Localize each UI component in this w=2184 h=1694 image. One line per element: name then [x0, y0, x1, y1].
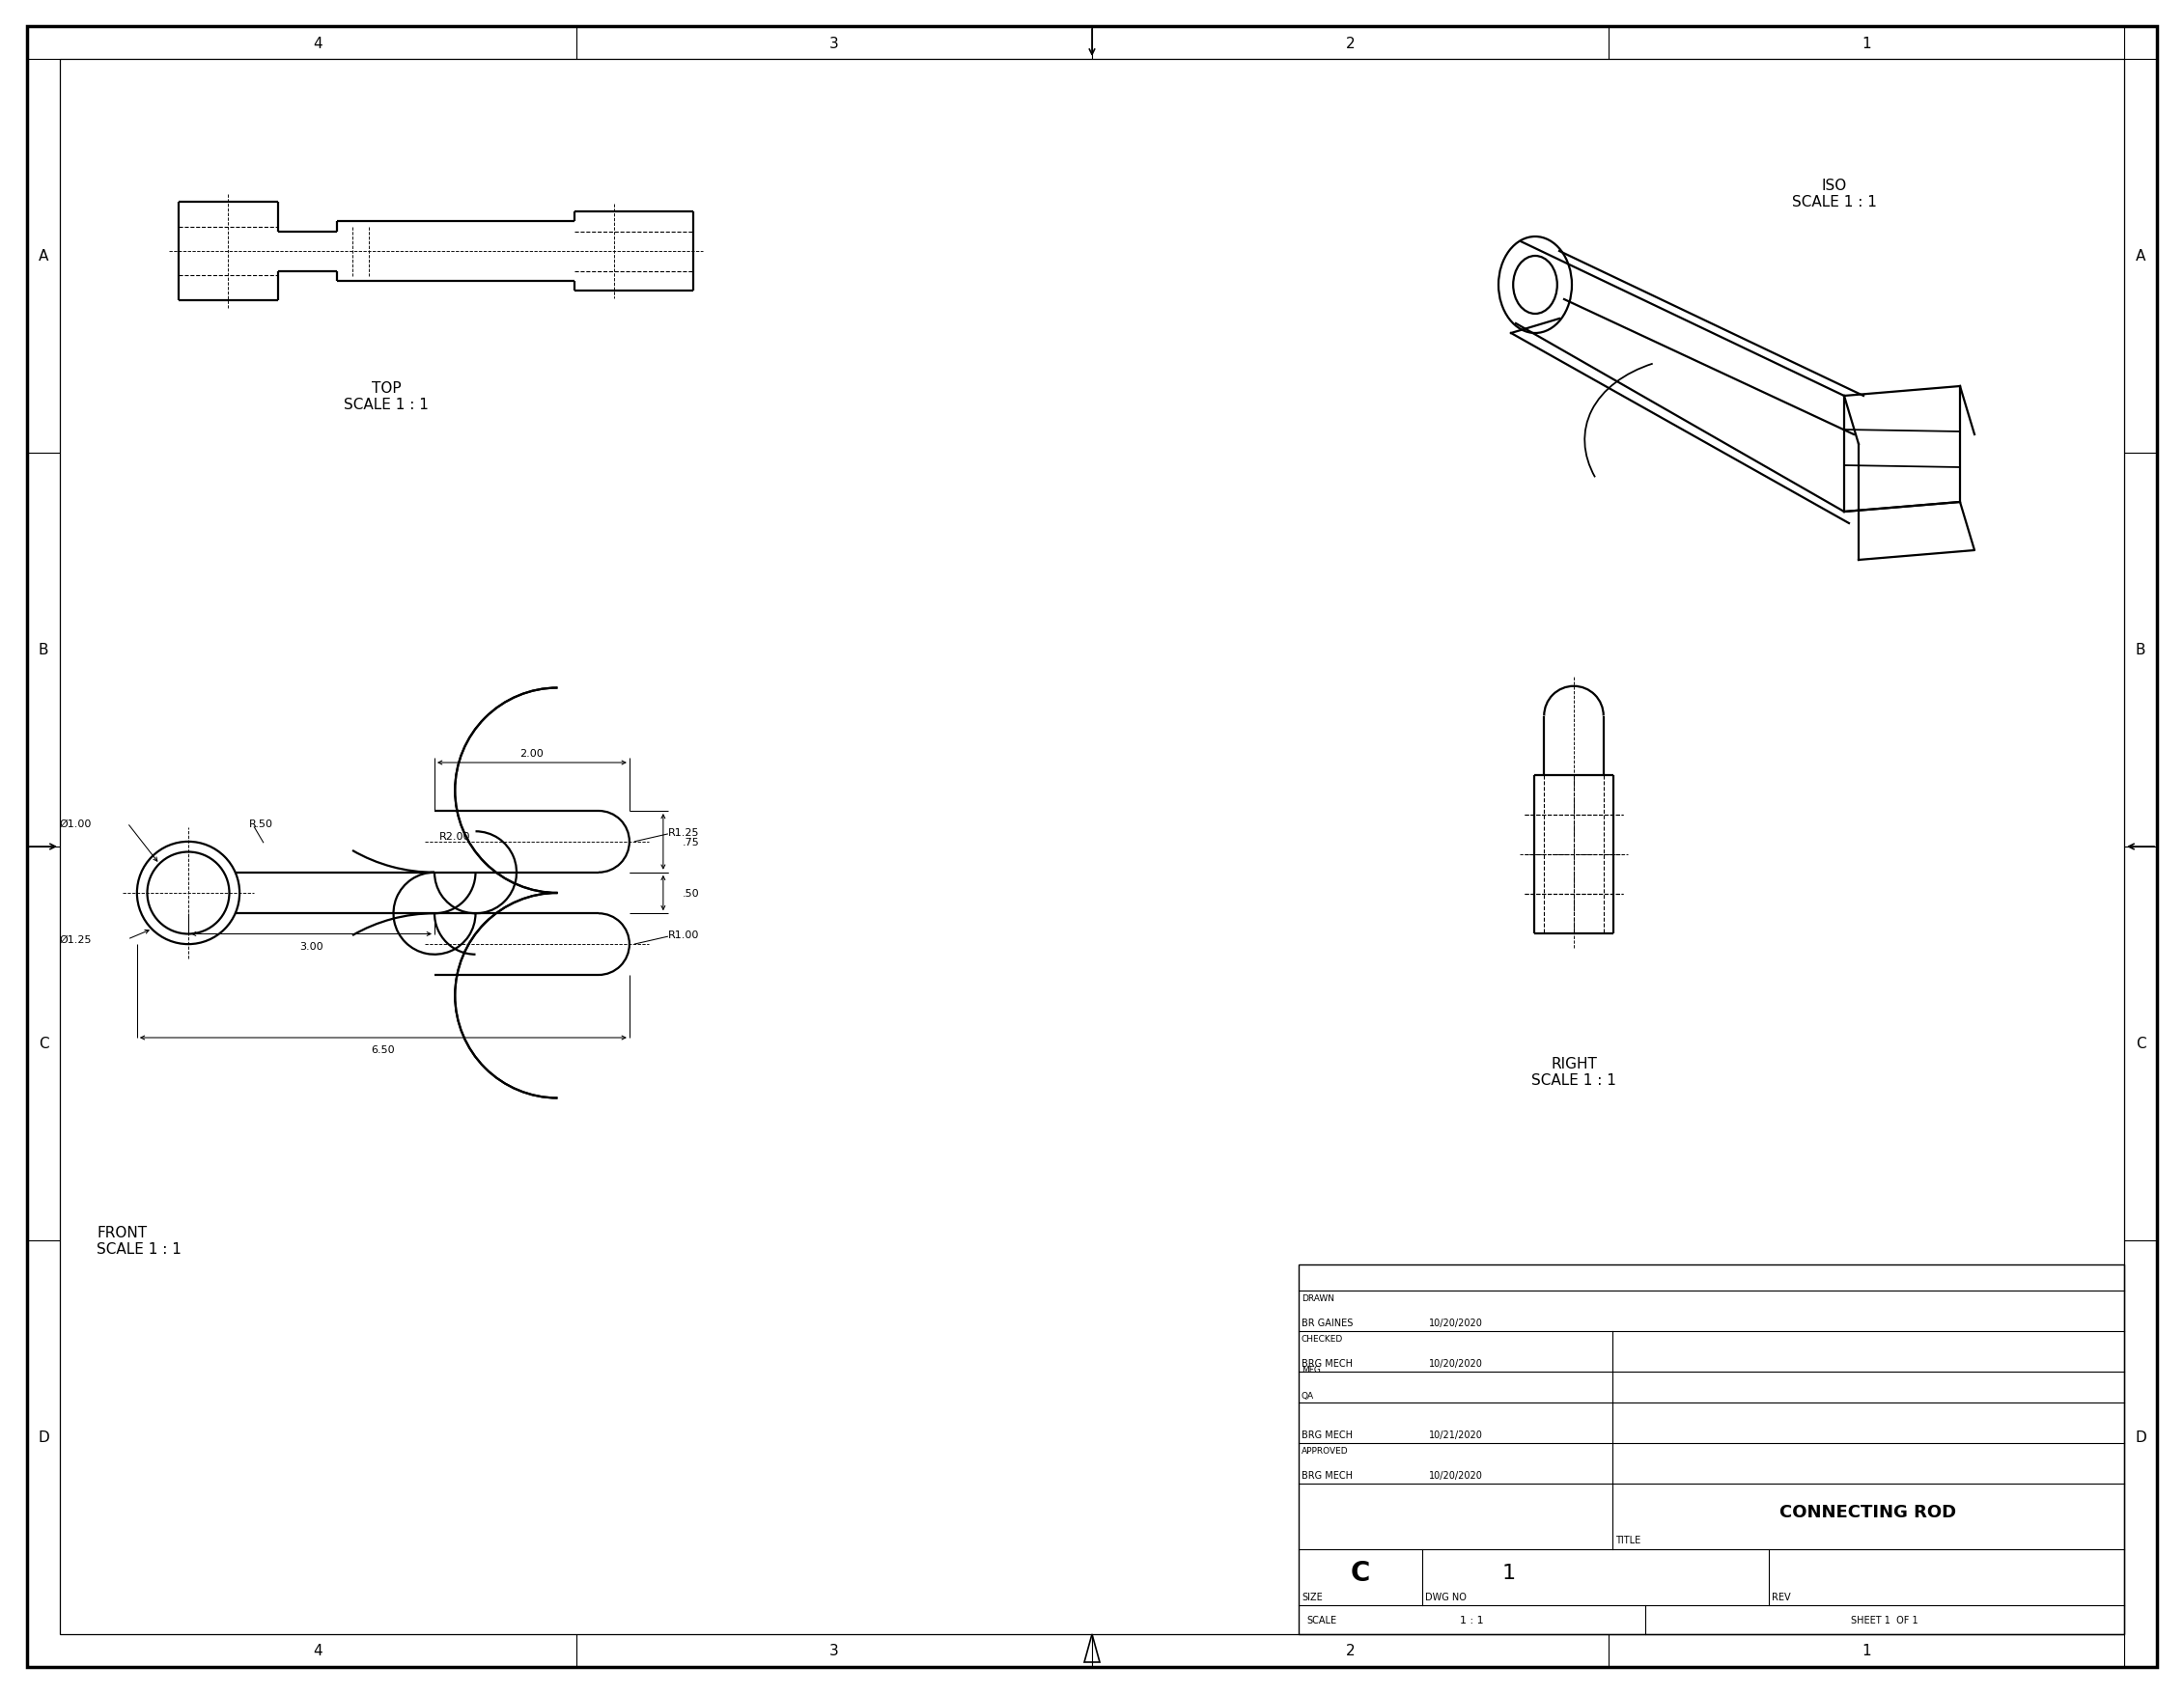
- Text: 1: 1: [1503, 1564, 1516, 1582]
- Text: MFG: MFG: [1302, 1365, 1321, 1374]
- Text: 10/21/2020: 10/21/2020: [1428, 1430, 1483, 1440]
- Text: DRAWN: DRAWN: [1302, 1294, 1334, 1303]
- Text: BRG MECH: BRG MECH: [1302, 1430, 1352, 1440]
- Text: C: C: [2136, 1037, 2145, 1050]
- Text: BRG MECH: BRG MECH: [1302, 1359, 1352, 1369]
- Text: Ø1.25: Ø1.25: [59, 935, 92, 945]
- Text: 4: 4: [312, 1643, 323, 1658]
- Text: D: D: [2136, 1430, 2147, 1445]
- Bar: [1299, 1265, 2125, 1635]
- Text: Ø1.00: Ø1.00: [59, 818, 92, 828]
- Text: 2: 2: [1345, 1643, 1354, 1658]
- Text: 6.50: 6.50: [371, 1045, 395, 1054]
- Text: .50: .50: [681, 888, 699, 898]
- Text: 2.00: 2.00: [520, 749, 544, 759]
- Text: FRONT
SCALE 1 : 1: FRONT SCALE 1 : 1: [96, 1225, 181, 1257]
- Text: SIZE: SIZE: [1302, 1592, 1324, 1601]
- Text: 10/20/2020: 10/20/2020: [1428, 1359, 1483, 1369]
- Text: C: C: [39, 1037, 48, 1050]
- Text: A: A: [39, 249, 48, 264]
- Text: 10/20/2020: 10/20/2020: [1428, 1470, 1483, 1481]
- Text: 3.00: 3.00: [299, 942, 323, 950]
- Text: R2.00: R2.00: [439, 832, 472, 840]
- Text: 2: 2: [1345, 36, 1354, 51]
- Text: R1.00: R1.00: [668, 930, 699, 940]
- Text: B: B: [2136, 644, 2145, 657]
- Text: A: A: [2136, 249, 2145, 264]
- Text: 3: 3: [830, 36, 839, 51]
- Text: CHECKED: CHECKED: [1302, 1335, 1343, 1343]
- Text: 4: 4: [312, 36, 323, 51]
- Text: TITLE: TITLE: [1616, 1535, 1640, 1545]
- Text: 10/20/2020: 10/20/2020: [1428, 1318, 1483, 1328]
- Text: REV: REV: [1771, 1592, 1791, 1601]
- Text: R.50: R.50: [249, 820, 273, 828]
- Text: 3: 3: [830, 1643, 839, 1658]
- Text: RIGHT
SCALE 1 : 1: RIGHT SCALE 1 : 1: [1531, 1055, 1616, 1088]
- Text: .75: .75: [681, 837, 699, 847]
- Text: B: B: [39, 644, 48, 657]
- Text: SHEET 1  OF 1: SHEET 1 OF 1: [1852, 1614, 1918, 1625]
- Text: R1.25: R1.25: [668, 828, 699, 837]
- Text: SCALE: SCALE: [1306, 1614, 1337, 1625]
- Text: DWG NO: DWG NO: [1426, 1592, 1468, 1601]
- Text: 1: 1: [1861, 36, 1872, 51]
- Text: 1 : 1: 1 : 1: [1461, 1614, 1483, 1625]
- Text: BR GAINES: BR GAINES: [1302, 1318, 1354, 1328]
- Text: APPROVED: APPROVED: [1302, 1447, 1348, 1455]
- Text: 1: 1: [1861, 1643, 1872, 1658]
- Text: TOP
SCALE 1 : 1: TOP SCALE 1 : 1: [343, 381, 428, 412]
- Text: QA: QA: [1302, 1391, 1315, 1399]
- Text: CONNECTING ROD: CONNECTING ROD: [1780, 1503, 1957, 1520]
- Text: ISO
SCALE 1 : 1: ISO SCALE 1 : 1: [1793, 178, 1876, 210]
- Text: BRG MECH: BRG MECH: [1302, 1470, 1352, 1481]
- Text: D: D: [37, 1430, 48, 1445]
- Text: C: C: [1350, 1558, 1369, 1586]
